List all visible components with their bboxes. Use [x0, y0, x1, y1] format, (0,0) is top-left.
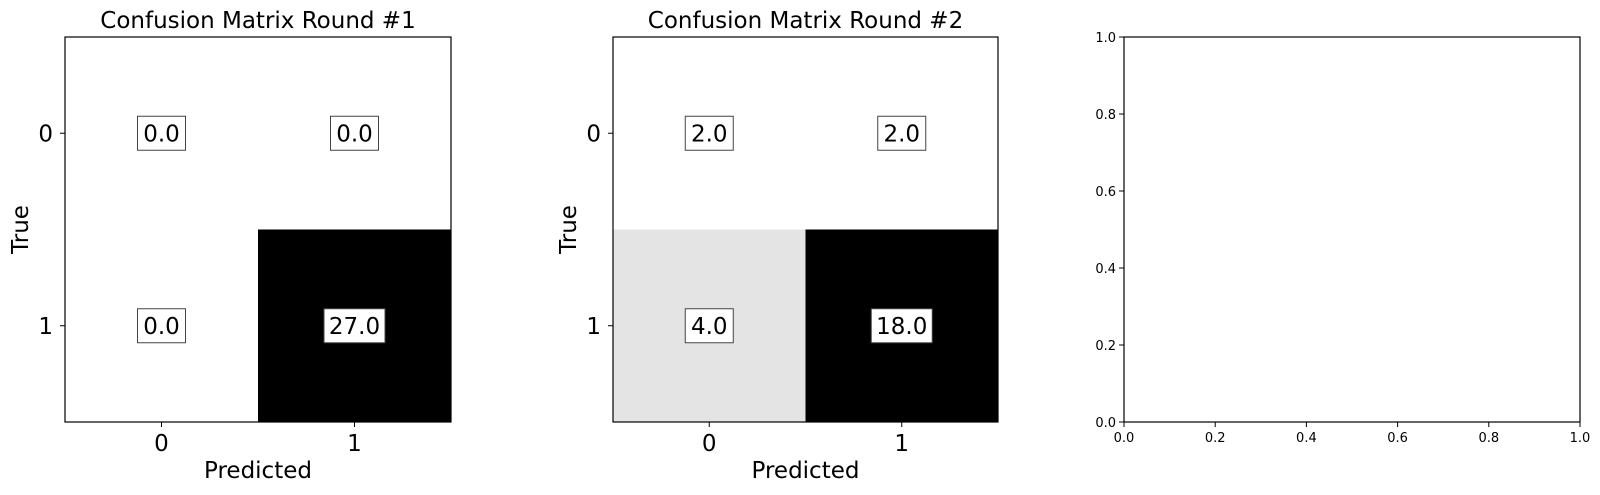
y-tick-label: 0.2	[1095, 339, 1116, 354]
cell-value-label: 27.0	[329, 314, 380, 340]
x-axis-label: Predicted	[204, 458, 312, 484]
cell-label-box	[684, 308, 734, 344]
plot-frame	[64, 36, 452, 423]
y-tick-label: 0.6	[1095, 185, 1116, 200]
x-tick-label: 0.8	[1478, 431, 1499, 446]
cell-value-label: 0.0	[143, 121, 180, 147]
y-axis-label: True	[556, 205, 582, 255]
cell-value-label: 0.0	[336, 121, 373, 147]
y-tick-label: 0.4	[1095, 262, 1116, 277]
cell-value-label: 2.0	[691, 121, 728, 147]
cell-label-box	[137, 308, 186, 344]
cell-label-box	[323, 308, 386, 344]
x-axis-label: Predicted	[752, 458, 860, 484]
x-tick-label: 0	[702, 431, 717, 457]
cell-value-label: 2.0	[883, 121, 920, 147]
plot-frame	[612, 36, 999, 423]
x-tick-label: 0	[154, 431, 169, 457]
cell-value-label: 18.0	[876, 314, 927, 340]
y-tick-label: 0.0	[1095, 416, 1116, 431]
plot-frame	[1123, 36, 1581, 423]
x-tick-label: 1	[347, 431, 362, 457]
y-tick-label: 0.8	[1095, 108, 1116, 123]
y-axis-label: True	[8, 205, 34, 255]
chart-title: Confusion Matrix Round #1	[100, 8, 415, 34]
chart-panel-2: 2.0 2.0 4.0 18.0 0 1 0 1 Confusion Matrix Round …	[556, 8, 999, 484]
chart-panel-3: 0.0 0.2 0.4 0.6 0.8 1.0 0.0 0.2 0.4 0.6 0.8 1.0	[1095, 31, 1590, 446]
x-tick-label: 0.6	[1387, 431, 1408, 446]
x-tick-label: 0.2	[1205, 431, 1226, 446]
y-tick-label: 1	[38, 314, 53, 340]
chart-panel-1: 0.0 0.0 0.0 27.0 0 1 0 1 Confusion Matrix Round …	[8, 8, 452, 484]
y-tick-label: 1	[586, 314, 601, 340]
y-tick-label: 1.0	[1095, 31, 1116, 46]
cell-label-box	[330, 115, 379, 151]
x-tick-label: 1.0	[1570, 431, 1591, 446]
cell-label-box	[137, 115, 186, 151]
cell-value-label: 0.0	[143, 314, 180, 340]
x-tick-label: 1	[894, 431, 909, 457]
cell-label-box	[870, 308, 933, 344]
y-tick-label: 0	[38, 121, 53, 147]
cell-label-box	[877, 115, 927, 151]
y-tick-label: 0	[586, 121, 601, 147]
cell-label-box	[684, 115, 734, 151]
x-tick-label: 0.4	[1296, 431, 1317, 446]
cell-value-label: 4.0	[691, 314, 728, 340]
chart-title: Confusion Matrix Round #2	[648, 8, 963, 34]
x-tick-label: 0.0	[1114, 431, 1135, 446]
